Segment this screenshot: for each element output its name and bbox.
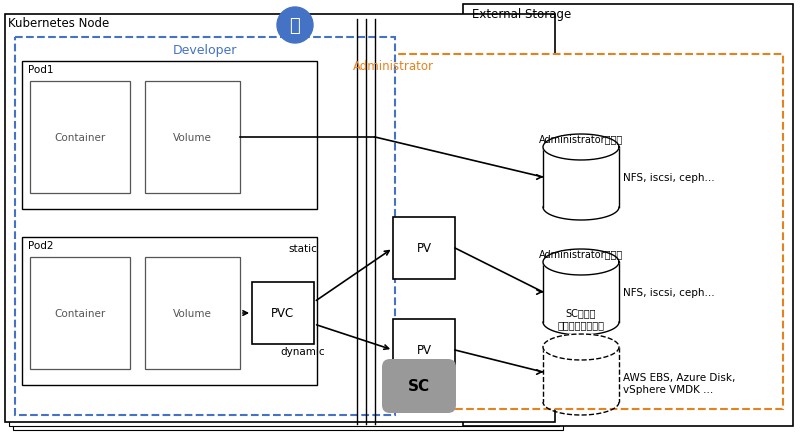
FancyBboxPatch shape xyxy=(382,359,456,413)
Bar xyxy=(543,347,619,402)
Text: Administratorが作成: Administratorが作成 xyxy=(539,134,623,144)
Text: Developer: Developer xyxy=(173,44,237,57)
Text: Volume: Volume xyxy=(173,133,211,143)
Text: NFS, iscsi, ceph...: NFS, iscsi, ceph... xyxy=(623,287,714,297)
Bar xyxy=(145,257,240,369)
Text: Volume: Volume xyxy=(173,308,211,318)
Text: Container: Container xyxy=(54,308,106,318)
Bar xyxy=(13,23,563,430)
Bar xyxy=(30,82,130,194)
Text: Kubernetes Node: Kubernetes Node xyxy=(8,17,110,30)
Text: static: static xyxy=(289,243,318,253)
Text: Pod2: Pod2 xyxy=(28,240,54,250)
Bar xyxy=(145,82,240,194)
Polygon shape xyxy=(543,334,619,360)
Text: ⎈: ⎈ xyxy=(290,17,300,35)
Bar xyxy=(5,15,555,422)
Polygon shape xyxy=(543,250,619,275)
Bar xyxy=(15,38,395,415)
Bar xyxy=(22,62,317,210)
Bar xyxy=(463,5,793,426)
Polygon shape xyxy=(543,135,619,161)
Text: External Storage: External Storage xyxy=(472,8,571,21)
Bar xyxy=(543,148,619,207)
Bar xyxy=(30,257,130,369)
Text: Pod1: Pod1 xyxy=(28,65,54,75)
Text: PV: PV xyxy=(417,242,431,255)
Text: AWS EBS, Azure Disk,
vSphere VMDK ...: AWS EBS, Azure Disk, vSphere VMDK ... xyxy=(623,372,735,394)
Circle shape xyxy=(277,8,313,44)
Bar xyxy=(393,319,455,381)
Bar xyxy=(252,283,314,344)
Bar xyxy=(343,55,783,409)
Text: Administratorが作成: Administratorが作成 xyxy=(539,248,623,258)
Bar xyxy=(393,217,455,279)
Text: SCにより
必要に応じて作成: SCにより 必要に応じて作成 xyxy=(558,308,605,329)
Text: dynamic: dynamic xyxy=(281,346,326,356)
Text: SC: SC xyxy=(408,378,430,394)
Text: PV: PV xyxy=(417,344,431,357)
Text: NFS, iscsi, ceph...: NFS, iscsi, ceph... xyxy=(623,173,714,183)
Text: PVC: PVC xyxy=(271,307,294,320)
Bar xyxy=(9,19,559,426)
Text: Administrator: Administrator xyxy=(353,60,434,73)
Text: Container: Container xyxy=(54,133,106,143)
Bar xyxy=(543,263,619,322)
Bar xyxy=(22,237,317,385)
